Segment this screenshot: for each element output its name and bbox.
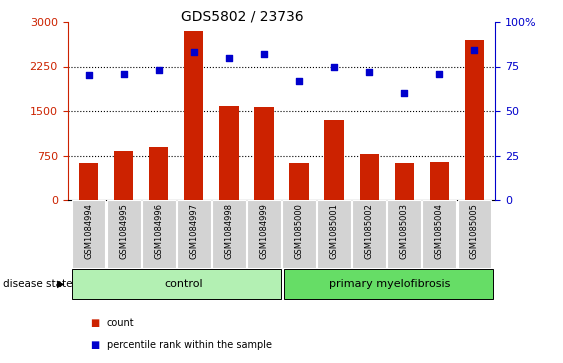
Point xyxy=(84,73,93,78)
Text: count: count xyxy=(107,318,135,328)
Point xyxy=(294,78,303,83)
Bar xyxy=(254,107,274,200)
Bar xyxy=(360,154,379,200)
Bar xyxy=(318,200,351,268)
Bar xyxy=(422,200,456,268)
Text: GDS5802 / 23736: GDS5802 / 23736 xyxy=(181,9,303,23)
Text: percentile rank within the sample: percentile rank within the sample xyxy=(107,340,272,350)
Text: GSM1085004: GSM1085004 xyxy=(435,203,444,258)
Bar xyxy=(149,147,168,200)
Text: ■: ■ xyxy=(90,318,99,328)
Text: GSM1085000: GSM1085000 xyxy=(294,203,303,258)
Point xyxy=(260,51,269,57)
Text: GSM1085005: GSM1085005 xyxy=(470,203,479,258)
Bar xyxy=(289,163,309,200)
Bar xyxy=(387,200,421,268)
Text: disease state: disease state xyxy=(3,279,72,289)
Bar xyxy=(184,31,203,200)
Bar xyxy=(142,200,176,268)
Point xyxy=(470,48,479,53)
Point xyxy=(435,71,444,77)
Text: GSM1084994: GSM1084994 xyxy=(84,203,93,258)
Text: GSM1084996: GSM1084996 xyxy=(154,203,163,259)
Bar xyxy=(464,40,484,200)
Bar xyxy=(282,200,316,268)
Bar xyxy=(72,200,105,268)
Text: ■: ■ xyxy=(90,340,99,350)
Point xyxy=(365,69,374,75)
Bar xyxy=(430,162,449,200)
Bar xyxy=(219,106,239,200)
Text: primary myelofibrosis: primary myelofibrosis xyxy=(329,279,450,289)
Point xyxy=(189,49,198,55)
Text: GSM1085001: GSM1085001 xyxy=(329,203,338,258)
Text: GSM1085002: GSM1085002 xyxy=(365,203,374,258)
Point xyxy=(400,90,409,96)
Bar xyxy=(107,200,141,268)
Point xyxy=(119,71,128,77)
Text: GSM1084999: GSM1084999 xyxy=(260,203,269,258)
Bar xyxy=(114,151,133,200)
Bar xyxy=(458,200,491,268)
Text: GSM1084995: GSM1084995 xyxy=(119,203,128,258)
Bar xyxy=(247,200,281,268)
Text: GSM1084998: GSM1084998 xyxy=(225,203,234,259)
Point xyxy=(225,55,234,61)
Bar xyxy=(284,269,493,299)
Text: ▶: ▶ xyxy=(57,279,65,289)
Text: GSM1084997: GSM1084997 xyxy=(189,203,198,259)
Bar xyxy=(395,163,414,200)
Bar xyxy=(212,200,245,268)
Bar xyxy=(79,163,99,200)
Bar xyxy=(324,120,344,200)
Bar xyxy=(72,269,281,299)
Text: GSM1085003: GSM1085003 xyxy=(400,203,409,259)
Point xyxy=(154,67,163,73)
Bar xyxy=(177,200,211,268)
Text: control: control xyxy=(164,279,203,289)
Bar xyxy=(352,200,386,268)
Point xyxy=(329,64,338,69)
